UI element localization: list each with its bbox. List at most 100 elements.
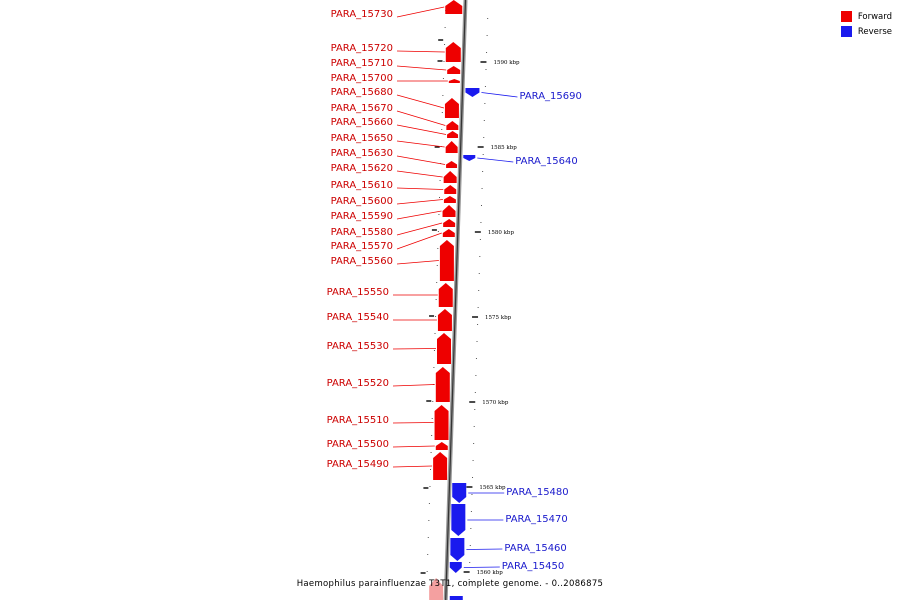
minor-tick-left xyxy=(444,44,446,45)
reverse-swatch xyxy=(840,26,852,37)
minor-tick-right xyxy=(471,494,473,495)
reverse-gene-connector xyxy=(466,548,503,550)
minor-tick-right xyxy=(483,120,485,121)
legend-forward: Forward xyxy=(840,9,892,24)
forward-gene-connector xyxy=(396,94,445,109)
reverse-gene-arrow xyxy=(449,562,462,573)
minor-tick-left xyxy=(442,78,444,79)
forward-gene-arrow xyxy=(435,367,450,402)
forward-gene-connector xyxy=(392,348,437,350)
forward-gene-arrow xyxy=(443,219,456,227)
reverse-gene-label: PARA_15480 xyxy=(506,487,568,498)
minor-tick-left xyxy=(439,180,441,181)
forward-gene-arrow xyxy=(437,309,452,331)
forward-gene-arrow xyxy=(442,205,456,217)
minor-tick-left xyxy=(436,282,438,283)
reverse-gene-arrow xyxy=(451,504,466,536)
minor-tick-right xyxy=(474,409,476,410)
forward-gene-connector xyxy=(396,155,446,165)
minor-tick-right xyxy=(480,205,482,206)
legend-reverse-label: Reverse xyxy=(857,26,892,37)
forward-gene-connector xyxy=(396,222,443,236)
minor-tick-left xyxy=(426,571,428,572)
forward-gene-arrow xyxy=(439,240,454,281)
reverse-gene-label: PARA_15640 xyxy=(515,156,577,167)
minor-tick-left xyxy=(438,197,440,198)
forward-gene-arrow xyxy=(443,171,457,183)
forward-gene-connector xyxy=(396,170,443,178)
scale-label: 1565 kbp xyxy=(479,485,506,491)
minor-tick-left xyxy=(428,503,430,504)
minor-tick-right xyxy=(473,426,475,427)
minor-tick-left xyxy=(431,418,433,419)
forward-gene-arrow xyxy=(446,161,458,168)
forward-gene-label: PARA_15650 xyxy=(331,133,393,144)
reverse-gene-arrow xyxy=(452,483,467,503)
minor-tick-left xyxy=(433,367,435,368)
minor-tick-right xyxy=(472,477,474,478)
forward-gene-arrow xyxy=(433,452,448,480)
minor-tick-left xyxy=(430,469,432,470)
forward-gene-label: PARA_15570 xyxy=(331,241,393,252)
forward-gene-label: PARA_15580 xyxy=(331,227,393,238)
minor-tick-left xyxy=(427,554,429,555)
forward-gene-connector xyxy=(396,6,445,18)
forward-gene-arrow xyxy=(438,283,453,307)
forward-gene-connector xyxy=(396,199,443,205)
forward-gene-arrow xyxy=(436,333,451,364)
minor-tick-left xyxy=(428,520,430,521)
minor-tick-left xyxy=(444,27,446,28)
minor-tick-left xyxy=(436,265,438,266)
minor-tick-right xyxy=(486,52,488,53)
minor-tick-right xyxy=(478,290,480,291)
legend-forward-label: Forward xyxy=(857,11,892,22)
minor-tick-left xyxy=(429,486,431,487)
scale-label: 1580 kbp xyxy=(488,230,515,236)
reverse-gene-arrow xyxy=(450,538,465,561)
minor-tick-right xyxy=(486,35,488,36)
forward-gene-connector xyxy=(392,384,435,387)
reverse-gene-label: PARA_15690 xyxy=(519,91,581,102)
forward-gene-label: PARA_15620 xyxy=(331,163,393,174)
minor-tick-left xyxy=(438,214,440,215)
minor-tick-right xyxy=(476,341,478,342)
forward-gene-label: PARA_15610 xyxy=(331,180,393,191)
forward-gene-arrow xyxy=(446,121,459,130)
minor-tick-right xyxy=(480,222,482,223)
legend: Forward Reverse xyxy=(840,9,892,39)
minor-tick-left xyxy=(437,231,439,232)
forward-gene-connector xyxy=(392,445,435,448)
forward-gene-connector xyxy=(396,187,444,190)
forward-gene-arrow xyxy=(445,42,461,62)
minor-tick-left xyxy=(431,435,433,436)
forward-gene-label: PARA_15720 xyxy=(331,43,393,54)
forward-gene-label: PARA_15590 xyxy=(331,211,393,222)
forward-gene-connector xyxy=(396,232,442,250)
scale-label: 1585 kbp xyxy=(491,145,518,151)
minor-tick-left xyxy=(427,537,429,538)
reverse-gene-arrow xyxy=(465,88,480,97)
forward-gene-arrow xyxy=(435,442,448,450)
minor-tick-left xyxy=(432,401,434,402)
minor-tick-right xyxy=(484,86,486,87)
forward-gene-arrow xyxy=(445,141,458,153)
minor-tick-right xyxy=(473,443,475,444)
forward-gene-label: PARA_15600 xyxy=(331,196,393,207)
forward-gene-arrow xyxy=(444,185,457,194)
minor-tick-right xyxy=(468,579,470,580)
genome-caption: Haemophilus parainfluenzae T3T1, complet… xyxy=(296,579,604,589)
forward-gene-arrow xyxy=(434,405,449,440)
reverse-gene-label: PARA_15450 xyxy=(502,561,564,572)
minor-tick-left xyxy=(437,248,439,249)
reverse-gene-label: PARA_15470 xyxy=(505,514,567,525)
minor-tick-right xyxy=(482,154,484,155)
forward-gene-label: PARA_15530 xyxy=(327,341,389,352)
minor-tick-right xyxy=(479,256,481,257)
forward-gene-arrow xyxy=(447,131,459,138)
forward-gene-label: PARA_15540 xyxy=(327,312,389,323)
minor-tick-right xyxy=(475,375,477,376)
forward-gene-connector xyxy=(392,422,434,424)
minor-tick-left xyxy=(434,333,436,334)
minor-tick-right xyxy=(472,460,474,461)
